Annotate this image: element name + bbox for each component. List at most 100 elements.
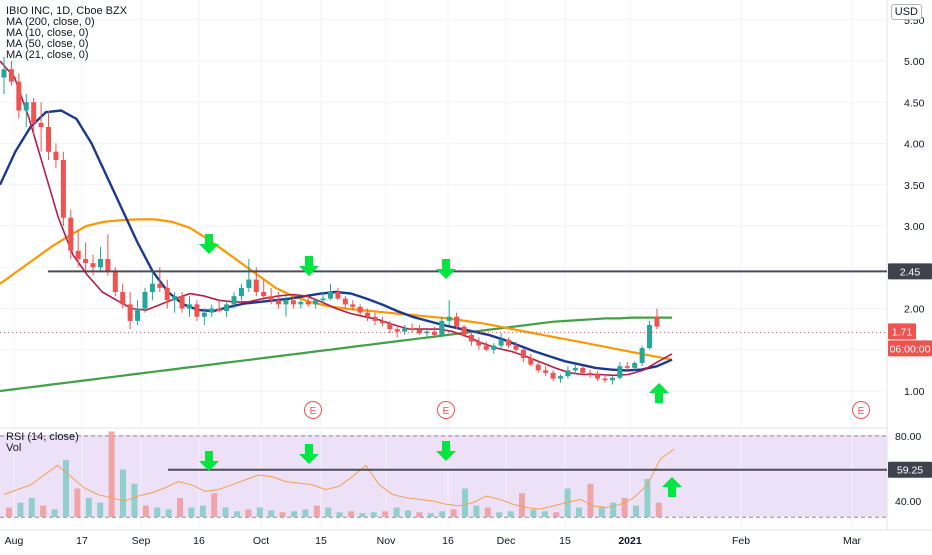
candle-body (1, 69, 7, 78)
candle-body (558, 376, 563, 379)
volume-bar (598, 507, 605, 517)
candle-body (424, 331, 430, 334)
candle-body (112, 271, 118, 292)
rsi-line (3, 448, 675, 510)
volume-bar (393, 507, 400, 517)
candle-body (320, 298, 326, 301)
volume-bar (519, 493, 525, 517)
legend-ma50[interactable]: MA (50, close, 0) (6, 38, 89, 50)
arrow-up-icon (649, 383, 669, 403)
vol-title[interactable]: Vol (6, 442, 22, 454)
volume-bar (553, 512, 560, 517)
candle-body (164, 287, 170, 301)
time-tick-label: 15 (315, 535, 327, 547)
candle-body (365, 312, 371, 317)
volume-bar (268, 510, 275, 517)
candle-body (194, 304, 200, 317)
candle-body (402, 328, 408, 332)
candle-body (387, 323, 393, 330)
candle-body (120, 292, 126, 305)
volume-bar (222, 507, 229, 517)
time-tick-label: Feb (732, 535, 750, 547)
volume-bar (541, 511, 548, 517)
candle-body (60, 160, 66, 218)
candle-body (238, 287, 244, 297)
countdown-label-box (888, 340, 932, 357)
volume-bar (610, 502, 617, 517)
time-axis[interactable]: Aug 17 Sep 16 Oct 15 Nov 16 Dec 15 2021 Feb Mar (5, 535, 862, 547)
volume-bar (279, 512, 286, 517)
volume-bar (450, 509, 457, 517)
arrow-down-icon (199, 234, 219, 254)
rsi-title[interactable]: RSI (14, close) (6, 431, 79, 443)
arrow-up-icon (662, 477, 682, 497)
horizontal-levels[interactable] (0, 270, 887, 471)
price-tick-label: 1.00 (904, 386, 925, 398)
candle-body (342, 298, 348, 305)
candle-body (31, 102, 37, 123)
earnings-marker-label: E (310, 406, 317, 417)
candles (1, 56, 660, 385)
earnings-marker (852, 401, 870, 419)
volume-bar (416, 512, 423, 517)
legend-ma21[interactable]: MA (21, close, 0) (6, 49, 89, 61)
volume-bar (256, 507, 263, 517)
candle-body (142, 292, 148, 309)
volume-bar (199, 505, 206, 517)
resistance-label: 2.45 (900, 266, 921, 278)
symbol-header[interactable]: IBIO INC, 1D, Cboe BZX (6, 5, 128, 17)
volume-bar (348, 511, 354, 517)
arrow-down-icon (199, 451, 219, 471)
legend-ma10[interactable]: MA (10, close, 0) (6, 27, 89, 39)
volume-bar (245, 509, 252, 517)
volume-bar (291, 511, 297, 517)
candle-body (446, 316, 452, 321)
candle-body (506, 339, 512, 346)
candle-body (127, 304, 133, 321)
volume-bar (496, 512, 503, 517)
candle-body (305, 301, 311, 305)
candle-body (602, 378, 608, 381)
candle-body (595, 374, 601, 379)
candle-body (476, 341, 482, 346)
candle-body (172, 296, 178, 301)
volume-bar (63, 460, 69, 517)
candle-body (498, 339, 504, 346)
candle-body (357, 306, 363, 313)
volume-bar (154, 507, 161, 517)
volume-bar (74, 488, 81, 517)
candle-body (528, 358, 534, 365)
currency-badge[interactable]: USD (890, 4, 922, 20)
candle-body (335, 292, 341, 299)
candle-body (379, 320, 385, 324)
legend-ma200[interactable]: MA (200, close, 0) (6, 16, 95, 28)
volume-bar (108, 431, 115, 517)
ma50-line (0, 218, 673, 361)
volume-bar (234, 511, 240, 517)
countdown-label: 06:00:00 (890, 343, 931, 355)
price-tick-label: 3.00 (904, 221, 925, 233)
volume-bar (644, 479, 651, 517)
candle-body (372, 316, 378, 321)
rsi-level-label: 59.25 (897, 465, 923, 477)
rsi-polyline (3, 448, 675, 510)
candle-body (157, 283, 163, 288)
volume-bar (325, 507, 332, 517)
ma10-line (0, 60, 673, 377)
volume-bar (473, 505, 480, 517)
volume-bar (97, 502, 104, 517)
candle-body (550, 372, 556, 379)
candle-body (468, 334, 474, 342)
earnings-marker-label: E (443, 406, 450, 417)
volume-bar (462, 488, 468, 517)
rsi-axis: 80.00 40.00 (895, 431, 921, 508)
candle-body (83, 259, 89, 264)
candle-body (8, 69, 14, 82)
volume-bar (336, 512, 343, 517)
volume-bar (211, 493, 218, 517)
candle-body (513, 345, 519, 350)
price-tick-label: 4.50 (904, 97, 925, 109)
earnings-marker (304, 401, 322, 419)
